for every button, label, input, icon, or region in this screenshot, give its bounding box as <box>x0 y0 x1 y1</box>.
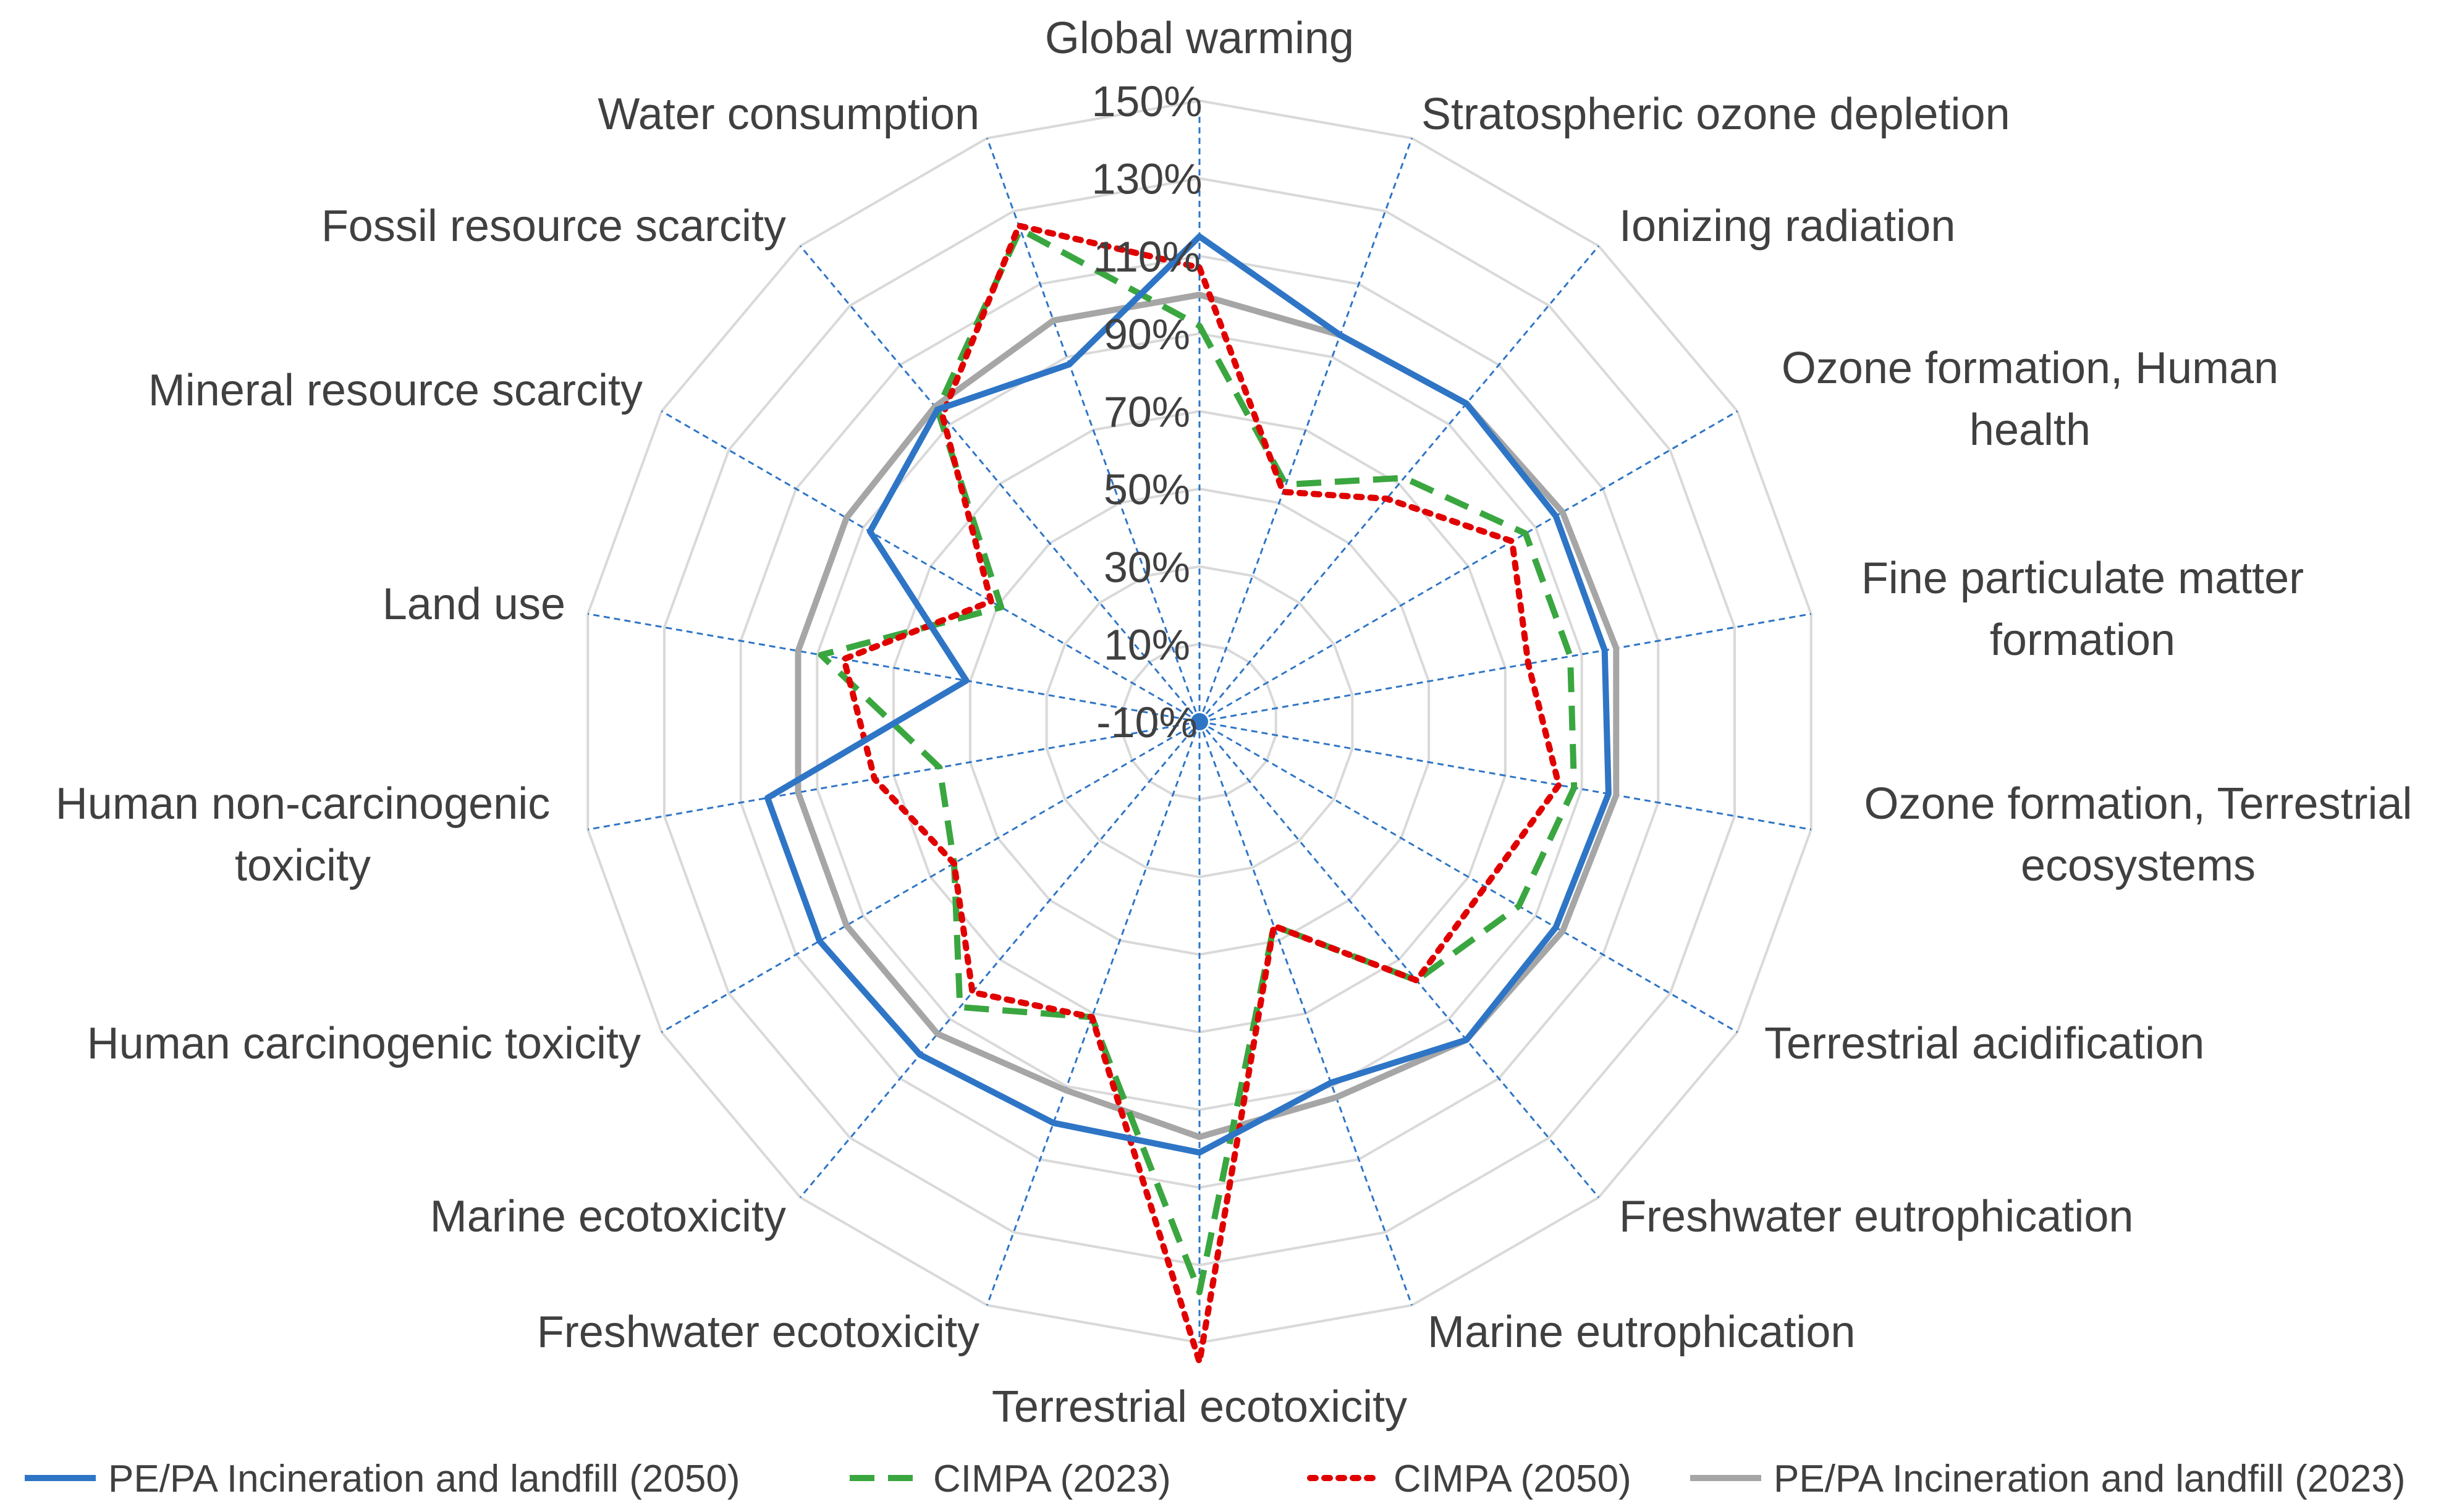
spoke-10 <box>986 721 1201 1306</box>
series-3-point-10 <box>1065 1089 1066 1091</box>
series-1-point-4 <box>1570 656 1571 657</box>
legend-label-2: CIMPA (2050) <box>1394 1458 1631 1500</box>
category-label-10: Freshwater ecotoxicity <box>537 1307 979 1357</box>
category-label-9: Terrestrial ecotoxicity <box>992 1382 1407 1432</box>
legend-label-3: PE/PA Incineration and landfill (2023) <box>1774 1458 2406 1500</box>
series-0-point-4 <box>1604 649 1605 651</box>
series-0-point-7 <box>1466 1039 1467 1041</box>
spoke-3 <box>1199 410 1738 723</box>
tick-label-5: 90% <box>1104 310 1190 358</box>
spoke-6 <box>1199 720 1738 1033</box>
series-3-point-4 <box>1615 648 1617 649</box>
spoke-7 <box>1198 721 1600 1198</box>
tick-label-7: 130% <box>1091 155 1202 203</box>
spoke-14 <box>588 613 1200 723</box>
tick-label-2: 30% <box>1104 543 1190 591</box>
tick-label-4: 70% <box>1104 388 1190 436</box>
series-0-point-5 <box>1608 793 1609 795</box>
spoke-16 <box>799 245 1201 722</box>
spoke-15 <box>661 410 1200 723</box>
legend: PE/PA Incineration and landfill (2050) CI… <box>25 1458 2406 1500</box>
spoke-2 <box>1198 245 1600 722</box>
center-marker <box>1191 713 1208 730</box>
series-0-point-16 <box>937 409 938 410</box>
category-label-5: Ozone formation, Terrestrial ecosystems <box>1864 779 2412 890</box>
radial-tick-labels: -10% 10% 30% 50% 70% 90% 110% 130% 150% <box>1091 77 1202 746</box>
tick-label-1: 10% <box>1104 620 1190 669</box>
category-label-0: Global warming <box>1045 14 1354 63</box>
legend-label-0: PE/PA Incineration and landfill (2050) <box>108 1458 740 1500</box>
spoke-13 <box>588 720 1200 830</box>
category-label-15: Mineral resource scarcity <box>148 366 643 415</box>
category-label-1: Stratospheric ozone depletion <box>1421 90 2010 139</box>
series-0-point-17 <box>1069 364 1070 365</box>
series-3-point-9 <box>1199 1136 1200 1138</box>
category-label-3: Ozone formation, Human health <box>1782 344 2278 455</box>
series-3-point-17 <box>1053 320 1054 321</box>
series-1-point-13 <box>939 767 940 768</box>
spoke-4 <box>1199 613 1811 723</box>
series-1-point-1 <box>1285 484 1287 485</box>
series-2-point-10 <box>1091 1016 1093 1018</box>
series-0-point-0 <box>1199 236 1200 237</box>
category-labels: Global warming Stratospheric ozone deplet… <box>56 14 2413 1432</box>
category-label-14: Land use <box>383 580 565 629</box>
series-line-1 <box>818 226 1578 1296</box>
spoke-1 <box>1198 138 1413 722</box>
legend-label-1: CIMPA (2023) <box>933 1458 1171 1500</box>
series-3-point-6 <box>1562 931 1563 932</box>
grid-ring-5 <box>816 332 1583 1112</box>
category-label-11: Marine ecotoxicity <box>430 1192 786 1241</box>
series-0-point-2 <box>1466 403 1467 404</box>
category-label-17: Water consumption <box>598 90 979 139</box>
spoke-11 <box>799 721 1201 1198</box>
spoke-17 <box>986 138 1201 722</box>
series-0-point-9 <box>1199 1152 1200 1153</box>
spoke-8 <box>1198 721 1413 1306</box>
series-2-point-7 <box>1416 980 1417 981</box>
series-layer <box>764 222 1620 1366</box>
spoke-12 <box>661 720 1200 1033</box>
category-label-4: Fine particulate matter formation <box>1861 554 2304 665</box>
series-1-point-9 <box>1199 1291 1200 1293</box>
tick-label-8: 150% <box>1091 77 1202 125</box>
tick-label-0: -10% <box>1096 698 1197 746</box>
series-1-point-3 <box>1525 533 1526 534</box>
grid-ring-7 <box>663 177 1736 1267</box>
grid-ring-2 <box>1045 565 1354 879</box>
series-0-point-15 <box>869 531 871 532</box>
category-label-7: Freshwater eutrophication <box>1619 1192 2133 1241</box>
spoke-layer <box>588 101 1811 1343</box>
category-label-12: Human carcinogenic toxicity <box>87 1019 641 1068</box>
series-3-point-8 <box>1335 1097 1337 1098</box>
series-1-point-5 <box>1573 787 1575 788</box>
tick-label-3: 50% <box>1104 465 1190 513</box>
series-0-point-3 <box>1555 515 1557 517</box>
category-label-8: Marine eutrophication <box>1428 1307 1855 1357</box>
category-label-2: Ionizing radiation <box>1619 201 1955 251</box>
category-label-16: Fossil resource scarcity <box>321 201 786 251</box>
series-0-point-12 <box>819 940 820 942</box>
spoke-5 <box>1199 720 1811 830</box>
series-3-point-12 <box>846 925 847 926</box>
tick-label-6: 110% <box>1093 232 1201 281</box>
category-label-13: Human non-carcinogenic toxicity <box>56 779 550 890</box>
series-2-point-16 <box>942 415 943 416</box>
category-label-6: Terrestrial acidification <box>1764 1019 2204 1068</box>
